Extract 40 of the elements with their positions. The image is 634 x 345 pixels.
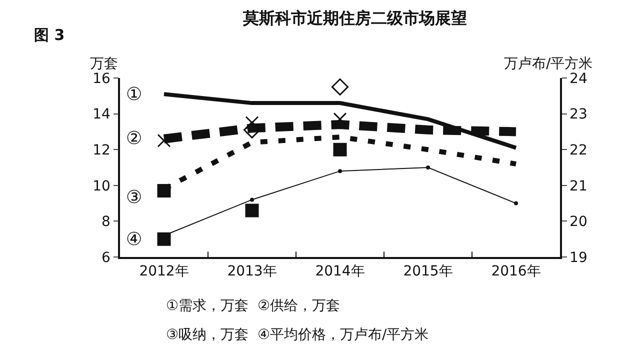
point bbox=[426, 166, 430, 170]
x-tick-label: 2016年 bbox=[491, 264, 541, 280]
point bbox=[157, 184, 171, 198]
point bbox=[157, 134, 171, 148]
x-tick-label: 2015年 bbox=[403, 264, 453, 280]
y2-tick-label: 21 bbox=[570, 178, 588, 194]
line-series bbox=[162, 92, 518, 150]
point bbox=[245, 116, 259, 130]
y-axis-title: 万套 bbox=[90, 56, 118, 72]
y2-tick-label: 24 bbox=[570, 70, 588, 87]
annotation: ① bbox=[126, 84, 142, 105]
y2-tick-label: 23 bbox=[570, 106, 588, 123]
chart-title: 莫斯科市近期住房二级市场展望 bbox=[242, 8, 468, 28]
x-tick-label: 2013年 bbox=[227, 264, 277, 280]
y-tick-label: 14 bbox=[92, 106, 111, 123]
point bbox=[514, 201, 518, 206]
annotation: ② bbox=[126, 128, 142, 149]
y2-tick-label: 20 bbox=[570, 214, 588, 230]
y-tick-label: 8 bbox=[102, 214, 110, 230]
y-tick-label: 12 bbox=[92, 142, 110, 158]
point bbox=[243, 121, 261, 138]
point bbox=[157, 232, 171, 246]
point bbox=[250, 198, 254, 202]
point bbox=[338, 169, 342, 174]
y-tick-label: 16 bbox=[92, 70, 111, 87]
y2-tick-label: 19 bbox=[570, 250, 588, 266]
annotation: ④ bbox=[126, 229, 142, 250]
y-tick-label: 6 bbox=[102, 250, 111, 266]
point bbox=[333, 142, 347, 156]
x-tick-label: 2012年 bbox=[139, 264, 189, 280]
annotation: ③ bbox=[126, 187, 142, 208]
caption: 图 3 bbox=[34, 26, 65, 44]
y2-tick-label: 22 bbox=[570, 142, 588, 158]
point bbox=[245, 204, 259, 218]
y2-axis-title: 万卢布/平方米 bbox=[504, 56, 593, 72]
text: ①需求，万套 ②供给，万套 bbox=[166, 298, 340, 314]
y-tick-label: 10 bbox=[92, 178, 110, 194]
text: ③吸纳，万套 ④平均价格，万卢布/平方米 bbox=[166, 327, 429, 343]
x-tick-label: 2014年 bbox=[315, 264, 365, 280]
point bbox=[331, 78, 349, 96]
